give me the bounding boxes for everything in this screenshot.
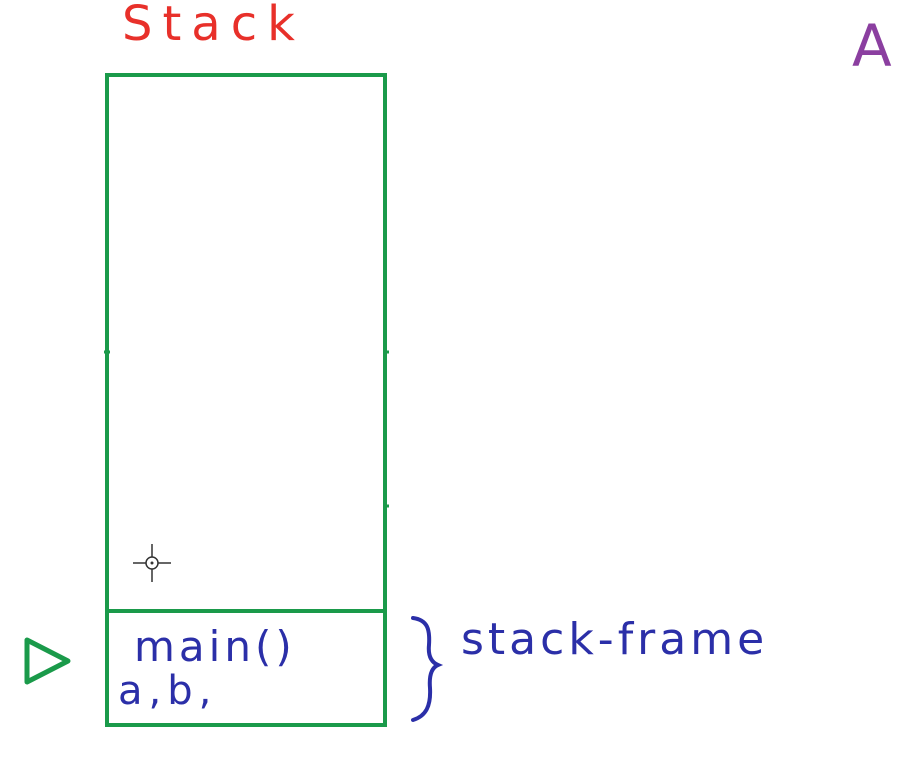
stack-title: Stack <box>122 0 305 52</box>
stack-frame-annotation: stack-frame <box>461 614 768 665</box>
frame-function-label: main() <box>134 622 296 671</box>
triangle-pointer-icon <box>24 637 71 685</box>
frame-locals-label: a,b, <box>118 668 217 714</box>
crosshair-cursor-icon <box>133 544 171 582</box>
cut-off-letter: A <box>852 12 892 80</box>
right-brace-icon <box>411 616 444 722</box>
stack-box <box>105 73 387 727</box>
